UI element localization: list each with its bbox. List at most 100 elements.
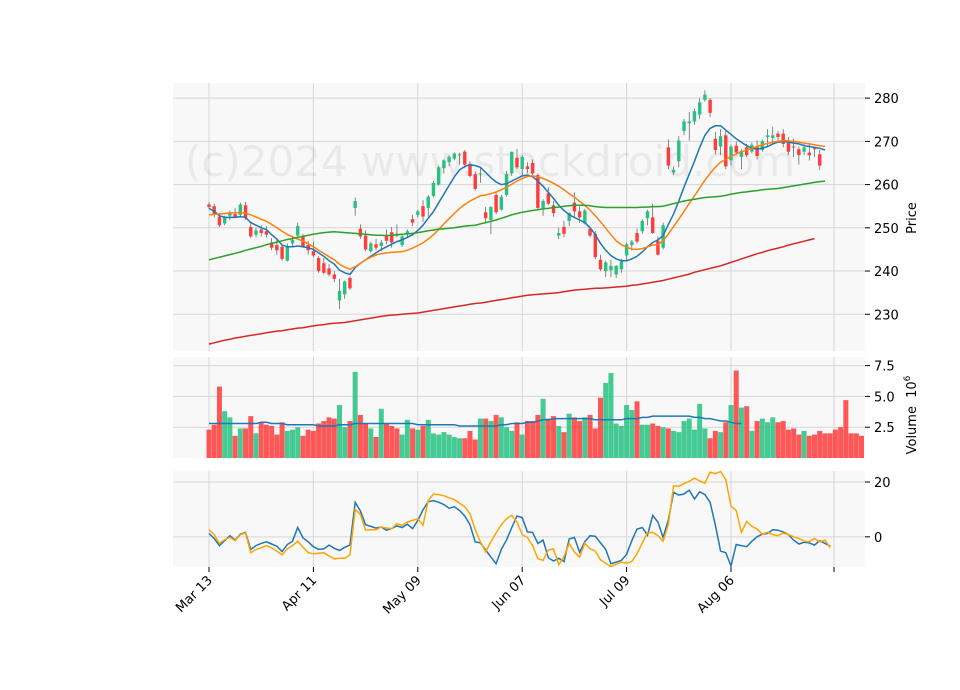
- price-tick-label: 270: [874, 135, 899, 150]
- candle-body: [640, 220, 644, 232]
- volume-bar: [744, 406, 750, 458]
- volume-bar: [462, 438, 468, 458]
- x-tick-label: Jul 09: [596, 573, 633, 610]
- volume-average-line: [209, 415, 742, 427]
- volume-bar: [723, 422, 729, 458]
- candle-body: [781, 133, 785, 144]
- candle-body: [442, 160, 446, 169]
- candle-body: [238, 204, 243, 215]
- candle-body: [520, 156, 524, 170]
- volume-bar: [733, 370, 739, 458]
- candle-body: [515, 157, 519, 168]
- candle-body: [431, 182, 436, 196]
- candle-body: [724, 135, 728, 167]
- candle-body: [718, 136, 723, 147]
- volume-bar: [785, 429, 791, 458]
- volume-bar: [504, 427, 510, 458]
- candle-body: [426, 196, 430, 208]
- volume-bar: [472, 439, 478, 458]
- candle-body: [557, 232, 561, 236]
- candle-body: [249, 226, 253, 237]
- volume-bar: [827, 433, 833, 458]
- candle-body: [504, 174, 509, 195]
- volume-bar: [566, 413, 572, 458]
- candle-body: [369, 243, 373, 252]
- candle-body: [729, 146, 733, 161]
- oscillator-panel: [173, 471, 865, 567]
- volume-bar: [822, 433, 828, 458]
- volume-bar: [290, 429, 296, 458]
- volume-bar: [357, 414, 363, 458]
- candle-body: [645, 211, 650, 219]
- volume-bar: [660, 427, 666, 458]
- candle-body: [207, 204, 211, 208]
- candle-body: [744, 147, 749, 156]
- volume-bar: [420, 425, 426, 458]
- volume-bar: [331, 418, 337, 458]
- volume-bar: [644, 424, 650, 458]
- candle-body: [577, 211, 582, 218]
- oscillator-line: [208, 470, 831, 568]
- candle-body: [410, 219, 415, 223]
- moving-average-line: [208, 237, 815, 345]
- volume-bar: [415, 429, 421, 458]
- volume-bar: [540, 398, 546, 458]
- price-panel: [173, 83, 865, 351]
- candle-body: [630, 241, 634, 246]
- candle-body: [390, 232, 394, 243]
- volume-bar: [227, 417, 233, 458]
- volume-bar: [373, 437, 379, 458]
- candle-body: [343, 281, 347, 295]
- volume-bar: [770, 417, 776, 458]
- volume-bar: [817, 430, 823, 458]
- volume-bar: [613, 423, 619, 458]
- volume-bar: [556, 425, 562, 458]
- candle-body: [264, 231, 269, 235]
- volume-bar: [535, 414, 541, 458]
- candle-body: [567, 213, 571, 221]
- candle-body: [791, 146, 796, 148]
- volume-bar: [775, 422, 781, 458]
- candle-body: [473, 174, 477, 189]
- volume-bar: [253, 433, 259, 458]
- candle-body: [494, 194, 498, 213]
- volume-bar: [211, 424, 217, 458]
- candle-body: [358, 228, 363, 237]
- watermark: (c)2024 www.stockdroid.com: [185, 137, 795, 186]
- candle-body: [692, 111, 697, 122]
- candle-body: [546, 193, 550, 204]
- volume-bar: [352, 371, 358, 458]
- candle-body: [400, 236, 404, 246]
- candle-body: [588, 228, 592, 236]
- candle-body: [708, 99, 712, 113]
- candle-body: [337, 290, 342, 301]
- volume-bar: [326, 417, 332, 458]
- candle-body: [421, 206, 425, 217]
- candle-body: [447, 156, 451, 163]
- volume-bar: [378, 408, 384, 458]
- candle-body: [290, 239, 295, 244]
- oscillator-plot: [208, 470, 831, 569]
- volume-bar: [691, 429, 697, 458]
- candle-body: [734, 145, 738, 153]
- candle-body: [510, 151, 514, 174]
- candle-body: [363, 235, 368, 250]
- volume-bar: [394, 428, 400, 458]
- moving-average-line: [208, 180, 826, 261]
- candle-body: [452, 153, 457, 159]
- candle-body: [217, 216, 222, 226]
- volume-bar: [707, 438, 713, 458]
- volume-bar: [655, 425, 661, 458]
- volume-bar: [519, 434, 525, 458]
- volume-bar: [263, 424, 269, 458]
- volume-bar: [791, 428, 797, 458]
- volume-bar: [676, 432, 682, 458]
- candle-body: [541, 201, 545, 208]
- candle-body: [269, 242, 274, 248]
- candle-body: [776, 133, 780, 138]
- volume-bar: [509, 430, 515, 458]
- volume-bar: [483, 418, 489, 458]
- volume-axis-label-text: Volume: [905, 406, 920, 454]
- volume-bar: [363, 423, 369, 458]
- volume-bar: [389, 425, 395, 458]
